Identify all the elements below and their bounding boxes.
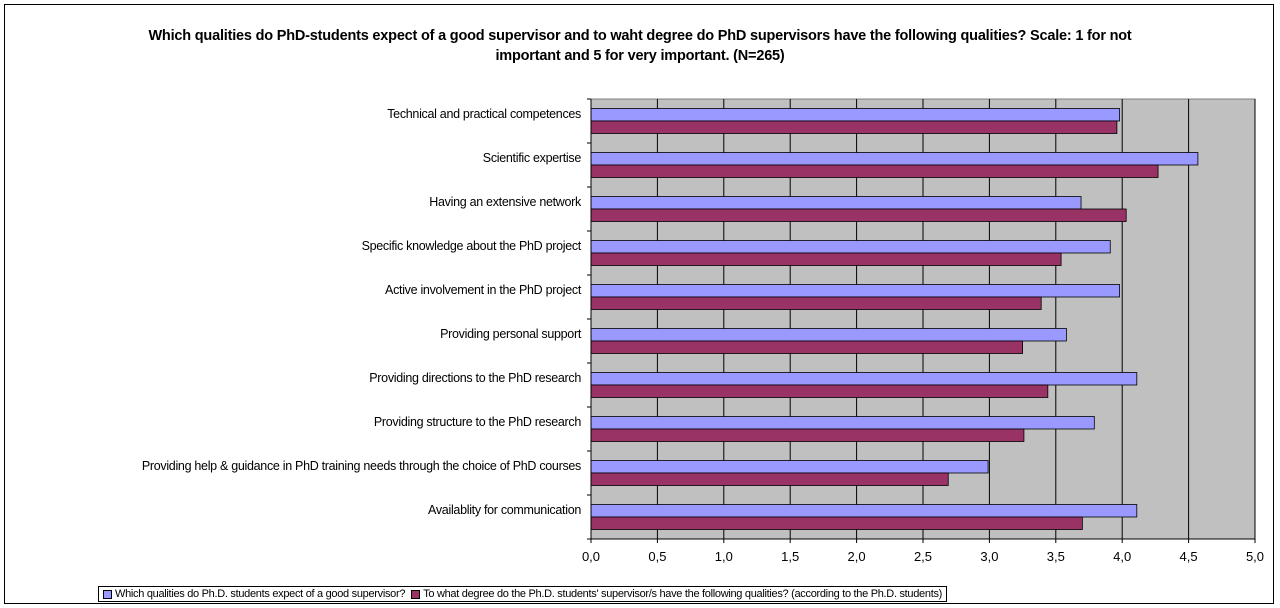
bar-actual-4 (590, 296, 1042, 310)
legend-label-actual: To what degree do the Ph.D. students' su… (423, 588, 943, 600)
legend-swatch-expected (103, 589, 112, 599)
bar-actual-7 (590, 428, 1025, 442)
x-tick-label: 0,5 (648, 549, 666, 564)
category-label: Providing structure to the PhD research (374, 415, 582, 429)
x-tick-label: 4,0 (1113, 549, 1131, 564)
bar-expected-8 (590, 460, 989, 474)
x-tick-label: 5,0 (1246, 549, 1264, 564)
category-label: Having an extensive network (429, 195, 582, 209)
legend-label-expected: Which qualities do Ph.D. students expect… (115, 588, 406, 600)
legend-swatch-actual (411, 589, 421, 599)
x-tick-label: 2,0 (848, 549, 866, 564)
bar-actual-6 (590, 384, 1049, 398)
bar-expected-9 (590, 504, 1138, 518)
legend-item-actual: To what degree do the Ph.D. students' su… (411, 588, 942, 600)
category-label: Active involvement in the PhD project (385, 283, 582, 297)
x-tick-label: 2,5 (914, 549, 932, 564)
bar-actual-2 (590, 208, 1127, 222)
category-label: Providing help & guidance in PhD trainin… (142, 459, 581, 473)
bar-expected-3 (590, 240, 1111, 254)
legend-item-expected: Which qualities do Ph.D. students expect… (103, 588, 405, 600)
bar-actual-0 (590, 120, 1118, 134)
category-label: Providing personal support (440, 327, 582, 341)
bar-expected-4 (590, 284, 1120, 298)
category-label: Providing directions to the PhD research (369, 371, 581, 385)
bar-actual-1 (590, 164, 1159, 178)
category-label: Availablity for communication (428, 503, 581, 517)
x-tick-label: 1,5 (781, 549, 799, 564)
bar-actual-5 (590, 340, 1024, 354)
bar-expected-0 (590, 108, 1120, 122)
x-tick-label: 1,0 (715, 549, 733, 564)
bar-actual-8 (590, 472, 949, 486)
chart-legend: Which qualities do Ph.D. students expect… (98, 586, 948, 602)
bar-expected-6 (590, 372, 1138, 386)
category-label: Scientific expertise (483, 151, 582, 165)
x-tick-label: 4,5 (1180, 549, 1198, 564)
bar-expected-1 (590, 152, 1199, 166)
bar-expected-7 (590, 416, 1095, 430)
bar-actual-3 (590, 252, 1062, 266)
bar-actual-9 (590, 516, 1083, 530)
category-label: Specific knowledge about the PhD project (362, 239, 582, 253)
bar-expected-5 (590, 328, 1067, 342)
chart-title: Which qualities do PhD-students expect o… (148, 28, 1132, 64)
x-tick-label: 0,0 (582, 549, 600, 564)
x-tick-label: 3,0 (980, 549, 998, 564)
bar-expected-2 (590, 196, 1082, 210)
category-label: Technical and practical competences (387, 107, 581, 121)
x-tick-label: 3,5 (1047, 549, 1065, 564)
